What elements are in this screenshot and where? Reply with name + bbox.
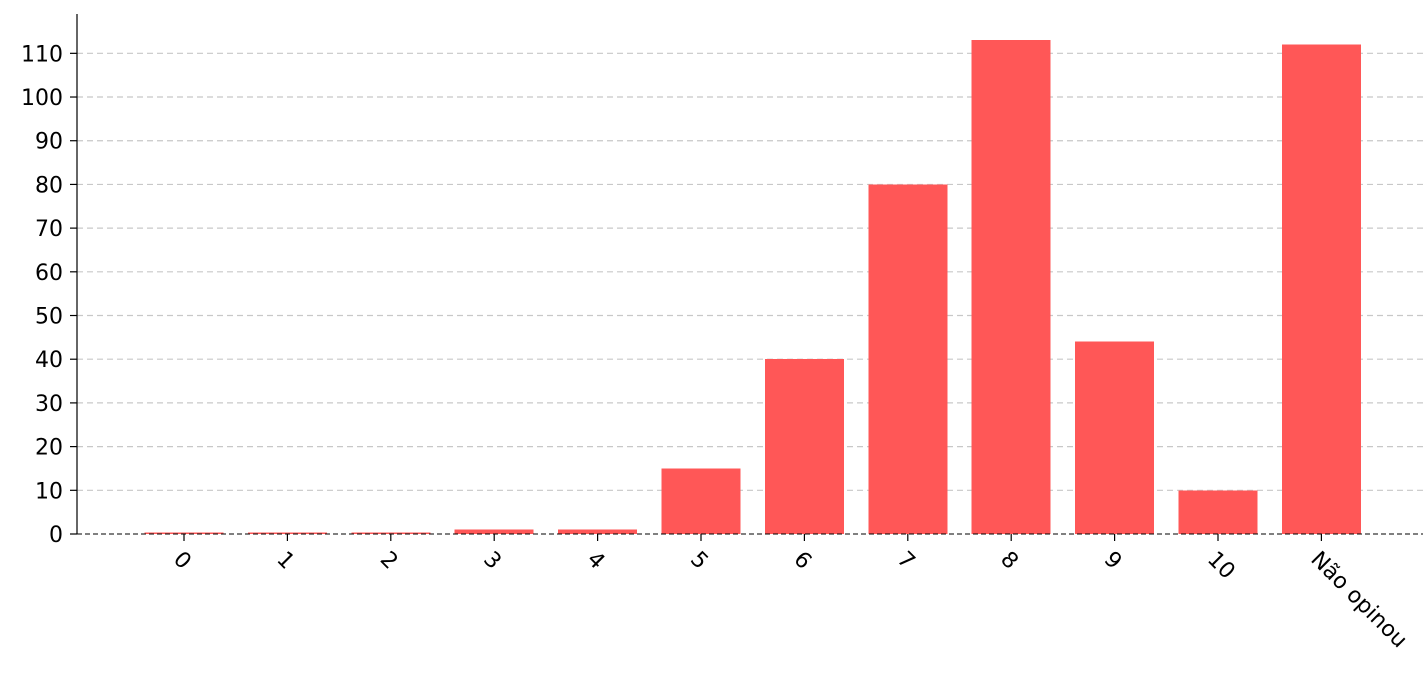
- bar-3: [454, 529, 534, 534]
- bar-7: [868, 184, 948, 534]
- bar-6: [764, 359, 844, 534]
- y-tick-label: 90: [35, 130, 63, 155]
- x-tick-label: 2: [375, 547, 403, 575]
- y-tick-label: 0: [49, 523, 63, 548]
- x-tick-label: 7: [892, 547, 920, 575]
- y-tick-label: 80: [35, 173, 63, 198]
- y-tick-label: 20: [35, 436, 63, 461]
- y-tick-label: 60: [35, 261, 63, 286]
- y-ticks: 0 10 20 30 40 50 60 70 80 90 100 110: [21, 42, 77, 548]
- bar-2: [351, 532, 431, 534]
- y-tick-label: 40: [35, 348, 63, 373]
- x-tick-label: 8: [995, 547, 1023, 575]
- x-tick-label: 6: [789, 547, 817, 575]
- bars-layer: [144, 40, 1361, 535]
- bar-1: [247, 532, 327, 534]
- x-tick-label: 3: [478, 547, 506, 575]
- x-tick-label: 4: [582, 547, 610, 575]
- y-tick-label: 30: [35, 392, 63, 417]
- bar-n-o-opinou: [1281, 44, 1361, 535]
- y-tick-label: 10: [35, 479, 63, 504]
- y-tick-label: 50: [35, 305, 63, 330]
- x-tick-label: 5: [685, 547, 713, 575]
- y-tick-label: 70: [35, 217, 63, 242]
- grid-layer: [77, 52, 1423, 491]
- bar-5: [661, 468, 741, 534]
- x-tick-label: 10: [1202, 547, 1239, 584]
- x-tick-label: 1: [272, 547, 300, 575]
- x-tick-label: 0: [168, 547, 196, 575]
- y-tick-label: 100: [21, 86, 63, 111]
- x-tick-label: 9: [1099, 547, 1127, 575]
- x-tick-label: Não opinou: [1306, 547, 1412, 653]
- x-ticks: 0 1 2 3 4 5 6 7 8 9 10 Não opinou: [168, 534, 1412, 653]
- bar-10: [1178, 490, 1258, 534]
- bar-4: [558, 529, 638, 534]
- bar-0: [144, 532, 224, 534]
- bar-9: [1075, 341, 1155, 534]
- y-tick-label: 110: [21, 42, 63, 67]
- bar-8: [971, 40, 1051, 535]
- axes-layer: [76, 14, 1423, 535]
